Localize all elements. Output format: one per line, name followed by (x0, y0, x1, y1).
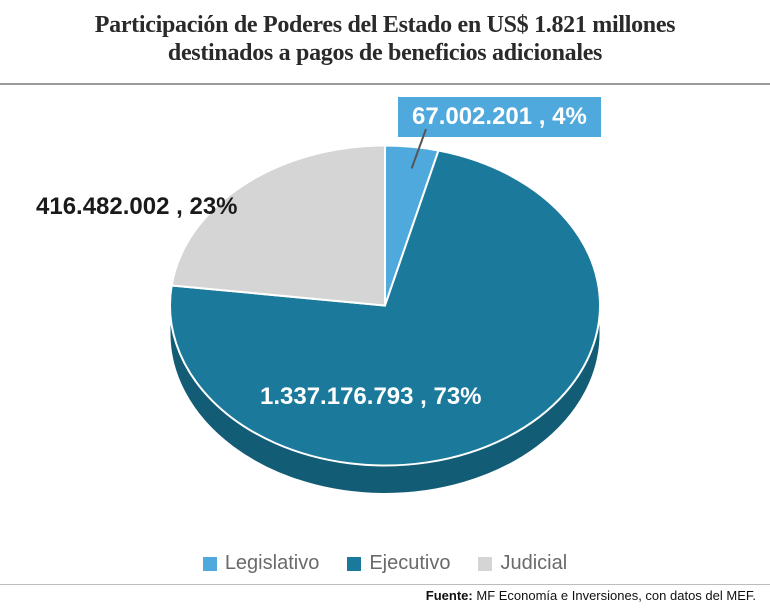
legend-label: Legislativo (225, 552, 320, 575)
legend-item-judicial: Judicial (478, 552, 567, 575)
legend-label: Ejecutivo (369, 552, 450, 575)
pie-svg-wrap (125, 116, 645, 541)
source-text: MF Economía e Inversiones, con datos del… (476, 588, 756, 603)
legend: Legislativo Ejecutivo Judicial (0, 552, 770, 575)
chart-title: Participación de Poderes del Estado en U… (0, 0, 770, 77)
source-line: Fuente: MF Economía e Inversiones, con d… (426, 588, 756, 603)
title-line-2: destinados a pagos de beneficios adicion… (20, 40, 750, 68)
legend-swatch (203, 557, 217, 571)
title-line-1: Participación de Poderes del Estado en U… (20, 12, 750, 40)
slice-label-judicial: 416.482.002 , 23% (36, 193, 238, 221)
pie-chart: 67.002.201 , 4% 416.482.002 , 23% 1.337.… (0, 85, 770, 535)
pie-svg (125, 116, 645, 536)
legend-item-legislativo: Legislativo (203, 552, 320, 575)
bottom-divider (0, 584, 770, 585)
legend-swatch (347, 557, 361, 571)
legend-label: Judicial (500, 552, 567, 575)
legend-item-ejecutivo: Ejecutivo (347, 552, 450, 575)
slice-label-legislativo: 67.002.201 , 4% (398, 97, 601, 137)
slice-label-ejecutivo: 1.337.176.793 , 73% (260, 383, 482, 411)
source-prefix: Fuente: (426, 588, 473, 603)
legend-swatch (478, 557, 492, 571)
